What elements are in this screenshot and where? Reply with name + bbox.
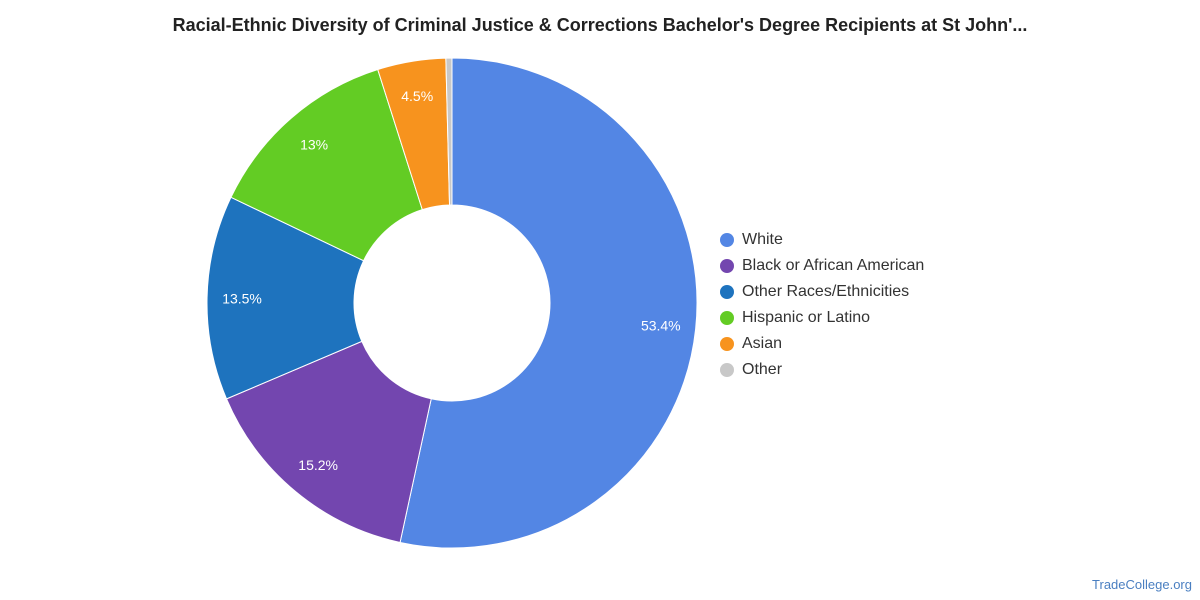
legend-item-asian[interactable]: Asian	[720, 331, 924, 357]
legend-label-hispanic: Hispanic or Latino	[742, 309, 871, 326]
slice-other-races[interactable]	[206, 196, 365, 400]
legend-swatch-white	[720, 233, 734, 247]
legend-swatch-hispanic	[720, 311, 734, 325]
legend-item-black[interactable]: Black or African American	[720, 253, 924, 279]
slice-label-white: 53.4%	[641, 317, 681, 333]
legend-item-hispanic[interactable]: Hispanic or Latino	[720, 305, 924, 331]
chart-legend: White Black or African American Other Ra…	[720, 227, 924, 383]
legend-label-other: Other	[742, 361, 783, 378]
legend-item-white[interactable]: White	[720, 227, 924, 253]
legend-swatch-asian	[720, 337, 734, 351]
chart-title: Racial-Ethnic Diversity of Criminal Just…	[172, 15, 1028, 35]
slice-label-hispanic: 13%	[300, 137, 328, 153]
legend-item-other-races[interactable]: Other Races/Ethnicities	[720, 279, 924, 305]
slice-hispanic[interactable]	[230, 68, 423, 262]
slice-black[interactable]	[225, 340, 432, 544]
legend-label-asian: Asian	[742, 335, 783, 352]
slice-label-black: 15.2%	[298, 457, 338, 473]
slice-label-other-races: 13.5%	[222, 290, 262, 306]
legend-label-white: White	[742, 231, 783, 248]
legend-item-other[interactable]: Other	[720, 357, 924, 383]
slice-white[interactable]	[399, 57, 698, 549]
legend-swatch-black	[720, 259, 734, 273]
legend-swatch-other-races	[720, 285, 734, 299]
legend-swatch-other	[720, 363, 734, 377]
legend-label-other-races: Other Races/Ethnicities	[742, 283, 910, 300]
legend-label-black: Black or African American	[742, 257, 925, 274]
watermark-link[interactable]: TradeCollege.org	[1092, 577, 1192, 592]
slice-other[interactable]	[445, 57, 453, 206]
slice-label-asian: 4.5%	[401, 88, 433, 104]
